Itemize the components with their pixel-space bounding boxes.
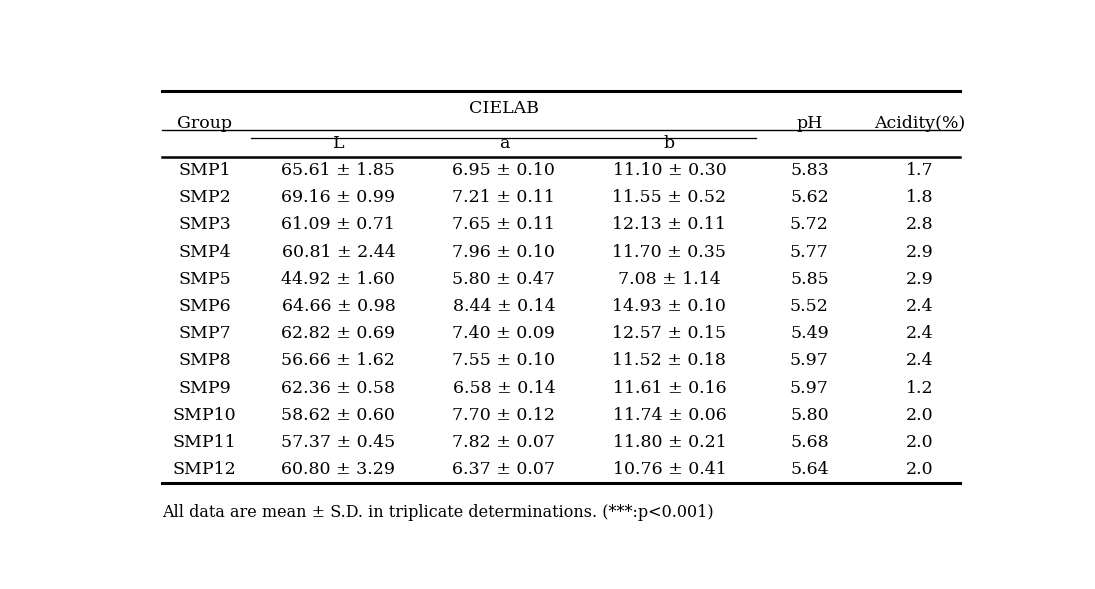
Text: 5.64: 5.64	[791, 461, 829, 478]
Text: 2.0: 2.0	[906, 434, 934, 451]
Text: 2.9: 2.9	[906, 271, 934, 288]
Text: 7.82 ± 0.07: 7.82 ± 0.07	[452, 434, 555, 451]
Text: Acidity(%): Acidity(%)	[874, 115, 966, 133]
Text: 65.61 ± 1.85: 65.61 ± 1.85	[281, 162, 395, 179]
Text: 11.10 ± 0.30: 11.10 ± 0.30	[612, 162, 726, 179]
Text: 5.62: 5.62	[789, 189, 829, 206]
Text: 7.08 ± 1.14: 7.08 ± 1.14	[618, 271, 721, 288]
Text: 7.40 ± 0.09: 7.40 ± 0.09	[452, 325, 555, 342]
Text: 2.9: 2.9	[906, 244, 934, 260]
Text: SMP11: SMP11	[173, 434, 237, 451]
Text: 6.95 ± 0.10: 6.95 ± 0.10	[452, 162, 555, 179]
Text: SMP8: SMP8	[178, 352, 231, 369]
Text: SMP1: SMP1	[178, 162, 231, 179]
Text: 2.4: 2.4	[906, 298, 934, 315]
Text: SMP2: SMP2	[178, 189, 231, 206]
Text: 69.16 ± 0.99: 69.16 ± 0.99	[281, 189, 395, 206]
Text: 5.77: 5.77	[789, 244, 829, 260]
Text: 2.0: 2.0	[906, 461, 934, 478]
Text: 1.7: 1.7	[906, 162, 934, 179]
Text: 64.66 ± 0.98: 64.66 ± 0.98	[281, 298, 395, 315]
Text: All data are mean ± S.D. in triplicate determinations. (***:p<0.001): All data are mean ± S.D. in triplicate d…	[162, 504, 714, 521]
Text: 7.96 ± 0.10: 7.96 ± 0.10	[452, 244, 555, 260]
Text: 44.92 ± 1.60: 44.92 ± 1.60	[281, 271, 395, 288]
Text: 5.97: 5.97	[789, 352, 829, 369]
Text: 7.65 ± 0.11: 7.65 ± 0.11	[452, 216, 555, 233]
Text: SMP4: SMP4	[178, 244, 231, 260]
Text: 5.97: 5.97	[789, 380, 829, 396]
Text: 1.8: 1.8	[906, 189, 933, 206]
Text: 11.74 ± 0.06: 11.74 ± 0.06	[612, 407, 726, 424]
Text: 8.44 ± 0.14: 8.44 ± 0.14	[452, 298, 555, 315]
Text: 5.52: 5.52	[789, 298, 829, 315]
Text: 14.93 ± 0.10: 14.93 ± 0.10	[612, 298, 726, 315]
Text: CIELAB: CIELAB	[469, 100, 539, 117]
Text: L: L	[333, 135, 344, 152]
Text: 2.4: 2.4	[906, 352, 934, 369]
Text: 5.72: 5.72	[789, 216, 829, 233]
Text: 62.82 ± 0.69: 62.82 ± 0.69	[281, 325, 395, 342]
Text: 12.57 ± 0.15: 12.57 ± 0.15	[612, 325, 726, 342]
Text: 11.52 ± 0.18: 11.52 ± 0.18	[612, 352, 726, 369]
Text: 12.13 ± 0.11: 12.13 ± 0.11	[612, 216, 726, 233]
Text: SMP5: SMP5	[178, 271, 231, 288]
Text: 6.37 ± 0.07: 6.37 ± 0.07	[452, 461, 555, 478]
Text: 6.58 ± 0.14: 6.58 ± 0.14	[452, 380, 555, 396]
Text: 2.8: 2.8	[906, 216, 934, 233]
Text: 7.55 ± 0.10: 7.55 ± 0.10	[452, 352, 555, 369]
Text: pH: pH	[796, 115, 822, 133]
Text: 62.36 ± 0.58: 62.36 ± 0.58	[281, 380, 395, 396]
Text: 10.76 ± 0.41: 10.76 ± 0.41	[612, 461, 726, 478]
Text: 11.80 ± 0.21: 11.80 ± 0.21	[612, 434, 726, 451]
Text: SMP12: SMP12	[173, 461, 237, 478]
Text: SMP9: SMP9	[178, 380, 231, 396]
Text: 2.4: 2.4	[906, 325, 934, 342]
Text: 56.66 ± 1.62: 56.66 ± 1.62	[281, 352, 395, 369]
Text: SMP6: SMP6	[178, 298, 231, 315]
Text: b: b	[664, 135, 675, 152]
Text: 58.62 ± 0.60: 58.62 ± 0.60	[281, 407, 395, 424]
Text: 5.68: 5.68	[791, 434, 829, 451]
Text: 61.09 ± 0.71: 61.09 ± 0.71	[281, 216, 395, 233]
Text: 11.55 ± 0.52: 11.55 ± 0.52	[612, 189, 726, 206]
Text: 5.85: 5.85	[789, 271, 829, 288]
Text: 7.21 ± 0.11: 7.21 ± 0.11	[452, 189, 555, 206]
Text: Group: Group	[177, 115, 232, 133]
Text: 11.70 ± 0.35: 11.70 ± 0.35	[612, 244, 726, 260]
Text: 5.49: 5.49	[789, 325, 829, 342]
Text: 7.70 ± 0.12: 7.70 ± 0.12	[452, 407, 555, 424]
Text: a: a	[498, 135, 509, 152]
Text: SMP3: SMP3	[178, 216, 231, 233]
Text: 1.2: 1.2	[906, 380, 934, 396]
Text: 11.61 ± 0.16: 11.61 ± 0.16	[612, 380, 726, 396]
Text: 60.80 ± 3.29: 60.80 ± 3.29	[281, 461, 395, 478]
Text: 5.80: 5.80	[791, 407, 829, 424]
Text: SMP10: SMP10	[173, 407, 237, 424]
Text: 60.81 ± 2.44: 60.81 ± 2.44	[281, 244, 395, 260]
Text: 2.0: 2.0	[906, 407, 934, 424]
Text: 5.83: 5.83	[789, 162, 829, 179]
Text: 57.37 ± 0.45: 57.37 ± 0.45	[281, 434, 395, 451]
Text: 5.80 ± 0.47: 5.80 ± 0.47	[452, 271, 555, 288]
Text: SMP7: SMP7	[178, 325, 231, 342]
